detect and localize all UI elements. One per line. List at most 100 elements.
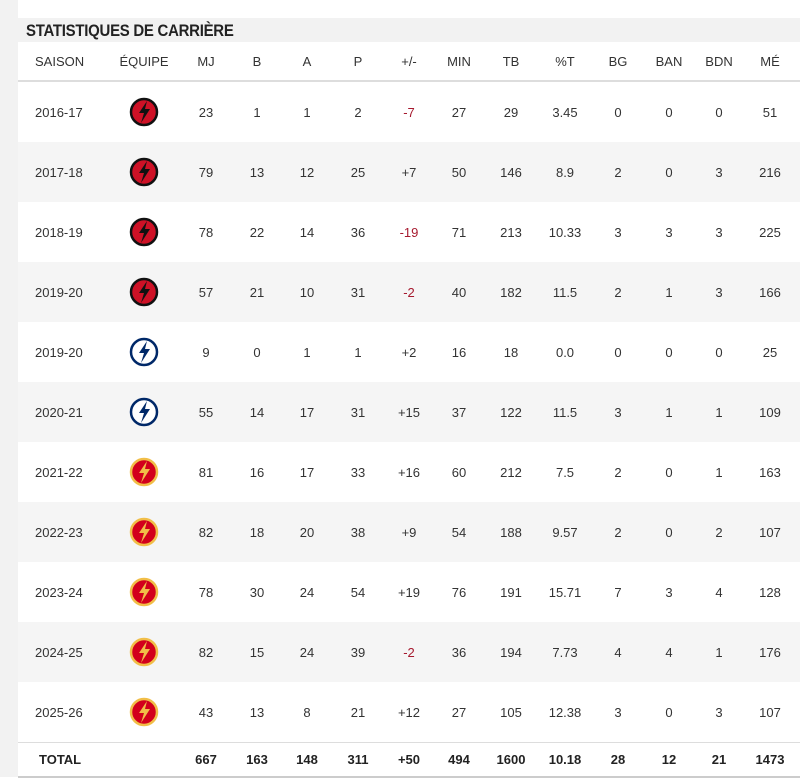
team-logo [129,397,159,427]
stat-cell: 2 [614,524,622,540]
stat-cell: 2 [614,284,622,300]
stat-cell: -7 [403,104,415,120]
logo-emblem [139,341,150,363]
stat-cell: 21 [711,752,727,767]
stat-cell: 78 [198,584,214,600]
stat-cell: 51 [762,104,778,120]
logo-emblem [139,281,150,303]
season-cell: 2017-18 [35,164,83,180]
team-logo [129,577,159,607]
stat-cell: 29 [503,104,519,120]
season-row: 2016-17 23 1 1 2 -7 27 29 3.45 0 0 0 51 [18,82,800,142]
stat-cell: 0 [614,344,622,360]
stat-cell: 14 [249,404,265,420]
stat-cell: 1 [253,104,261,120]
stat-cell: 33 [350,464,366,480]
stat-cell: +19 [397,584,421,600]
logo-cell [127,262,161,322]
stat-cell: 107 [759,524,781,540]
logo-cell [127,622,161,682]
season-cell: 2020-21 [35,404,83,420]
stat-cell: +12 [397,704,421,720]
stat-cell: +50 [397,752,421,767]
stat-cell: 3.45 [552,104,578,120]
stat-cell: 82 [198,644,214,660]
season-cell: 2022-23 [35,524,83,540]
section-title: STATISTIQUES DE CARRIÈRE [26,21,234,40]
stat-cell: 0 [665,464,673,480]
stat-cell: 13 [249,164,265,180]
stat-cell: 54 [451,524,467,540]
stat-cell: 16 [451,344,467,360]
stat-cell: 191 [500,584,522,600]
stat-cell: 1 [303,344,311,360]
stat-cell: 3 [665,224,673,240]
season-row: 2023-24 78 30 24 54 +19 76 191 15.71 7 3 4 128 [18,562,800,622]
season-row: 2018-19 78 22 14 36 -19 71 213 10.33 3 3 3 225 [18,202,800,262]
logo-emblem [139,221,150,243]
stat-cell: 3 [715,164,723,180]
stat-cell: 225 [759,224,781,240]
stat-cell: 1 [715,404,723,420]
stat-cell: 27 [451,104,467,120]
season-cell: 2019-20 [35,344,83,360]
stat-cell: +2 [401,344,417,360]
team-logo [129,97,159,127]
logo-cell [127,562,161,622]
team-logo [129,337,159,367]
season-row: 2019-20 57 21 10 31 -2 40 182 11.5 2 1 3 166 [18,262,800,322]
logo-emblem [139,101,150,123]
season-cell: 2024-25 [35,644,83,660]
stat-cell: 2 [614,164,622,180]
logo-cell [127,442,161,502]
side-strip [0,0,18,777]
logo-cell [127,682,161,742]
stat-cell: 31 [350,404,366,420]
stat-cell: 78 [198,224,214,240]
header-row: SAISON ÉQUIPE MJ B A P +/- MIN TB %T BG BAN BDN MÉ [18,42,800,82]
stat-cell: 54 [350,584,366,600]
column-header: P [353,53,363,69]
column-header: A [302,53,312,69]
logo-cell [127,82,161,142]
stat-cell: 146 [500,164,522,180]
stat-cell: 71 [451,224,467,240]
stat-cell: 8.9 [555,164,575,180]
stat-cell: 16 [249,464,265,480]
column-header: MJ [197,53,215,69]
stat-cell: 21 [350,704,366,720]
stat-cell: 82 [198,524,214,540]
season-cell: 2025-26 [35,704,83,720]
stat-cell: 0 [665,164,673,180]
logo-emblem [139,701,150,723]
stat-cell: 28 [610,752,626,767]
season-cell: 2018-19 [35,224,83,240]
stat-cell: 182 [500,284,522,300]
stat-cell: 667 [195,752,217,767]
column-header: TB [502,53,520,69]
stat-cell: 3 [614,404,622,420]
stat-cell: 4 [614,644,622,660]
stat-cell: 0 [665,344,673,360]
stat-cell: 9 [202,344,210,360]
stat-cell: 25 [762,344,778,360]
team-logo [129,637,159,667]
stat-cell: 36 [451,644,467,660]
stat-cell: 128 [759,584,781,600]
stat-cell: 148 [296,752,318,767]
stat-cell: 24 [299,584,315,600]
stat-cell: 37 [451,404,467,420]
season-row: 2024-25 82 15 24 39 -2 36 194 7.73 4 4 1 176 [18,622,800,682]
stat-cell: 7.5 [555,464,575,480]
stat-cell: 22 [249,224,265,240]
column-header: SAISON [35,53,85,69]
stat-cell: 1 [303,104,311,120]
column-header: BG [608,53,628,69]
stat-cell: 10.33 [548,224,582,240]
stat-cell: 81 [198,464,214,480]
season-cell: 2023-24 [35,584,83,600]
logo-emblem [139,521,150,543]
stat-cell: 1 [665,404,673,420]
stat-cell: 7.73 [552,644,578,660]
